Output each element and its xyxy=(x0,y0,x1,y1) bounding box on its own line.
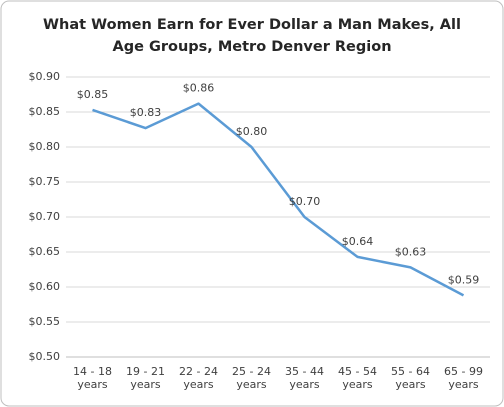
y-tick-label: $0.55 xyxy=(29,315,61,328)
data-label: $0.64 xyxy=(342,235,374,248)
y-tick-label: $0.60 xyxy=(29,280,61,293)
y-tick-label: $0.85 xyxy=(29,105,61,118)
x-tick-label: 55 - 64 years xyxy=(391,365,430,391)
data-label: $0.85 xyxy=(77,88,109,101)
x-tick-label: 22 - 24 years xyxy=(179,365,218,391)
x-tick-label: 45 - 54 years xyxy=(338,365,377,391)
x-tick-label: 14 - 18 years xyxy=(73,365,112,391)
data-label: $0.70 xyxy=(289,195,321,208)
chart-title: What Women Earn for Ever Dollar a Man Ma… xyxy=(43,17,461,55)
x-tick-label: 65 - 99 years xyxy=(444,365,483,391)
y-tick-label: $0.80 xyxy=(29,140,61,153)
y-tick-label: $0.65 xyxy=(29,245,61,258)
y-tick-label: $0.75 xyxy=(29,175,61,188)
x-tick-label: 35 - 44 years xyxy=(285,365,324,391)
x-tick-label: 19 - 21 years xyxy=(126,365,165,391)
line-series xyxy=(92,102,465,297)
x-tick-label: 25 - 24 years xyxy=(232,365,271,391)
data-label: $0.83 xyxy=(130,106,162,119)
y-tick-label: $0.70 xyxy=(29,210,61,223)
data-label: $0.59 xyxy=(448,273,480,286)
data-label: $0.80 xyxy=(236,125,268,138)
y-tick-label: $0.90 xyxy=(29,70,61,83)
y-tick-label: $0.50 xyxy=(29,350,61,363)
data-label: $0.86 xyxy=(183,82,215,95)
data-label: $0.63 xyxy=(395,245,427,258)
